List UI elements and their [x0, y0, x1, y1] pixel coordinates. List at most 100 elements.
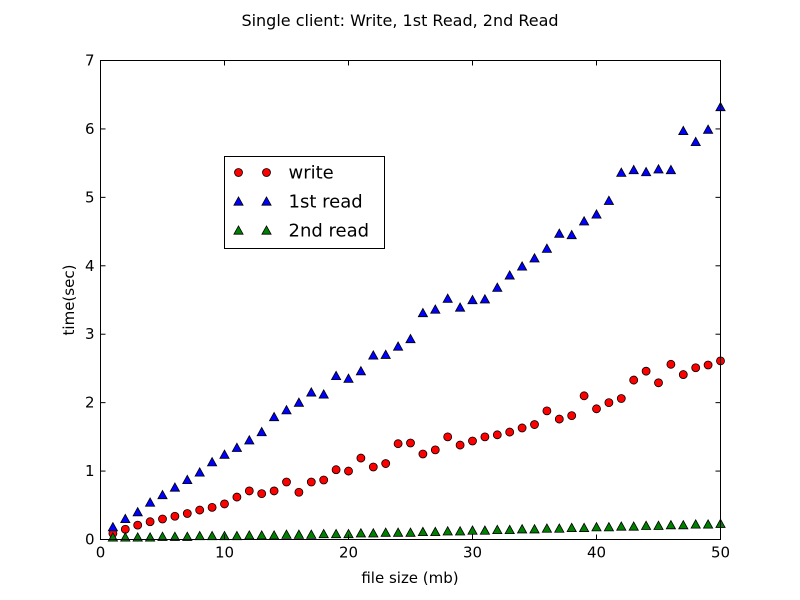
data-point [616, 167, 627, 177]
data-point [231, 530, 243, 541]
data-point [356, 453, 366, 463]
data-point [690, 519, 701, 529]
data-point [629, 375, 639, 385]
data-point [454, 525, 466, 536]
data-point [182, 474, 193, 485]
data-point [529, 523, 540, 534]
data-point [591, 521, 602, 532]
data-point [418, 449, 428, 459]
data-point [592, 404, 601, 414]
data-point [554, 228, 565, 238]
data-point [244, 529, 255, 540]
data-point [541, 243, 553, 253]
data-point [467, 294, 478, 305]
y-tick-label: 3 [85, 325, 95, 343]
data-point [492, 430, 502, 440]
data-point [380, 527, 391, 537]
data-point [330, 370, 342, 381]
data-point [282, 477, 291, 487]
data-point [281, 404, 292, 415]
data-point [157, 531, 168, 541]
data-point [430, 445, 440, 455]
data-point [207, 502, 217, 512]
data-point [578, 215, 590, 226]
data-point [468, 436, 477, 446]
data-point [306, 386, 317, 397]
legend-marker [262, 168, 271, 177]
data-point [678, 519, 689, 530]
data-point [169, 531, 181, 541]
data-point [281, 529, 292, 539]
data-point [703, 360, 713, 370]
data-point [306, 529, 317, 539]
data-point [504, 269, 515, 280]
data-point [530, 420, 539, 429]
data-point [702, 124, 714, 134]
data-point [542, 406, 552, 416]
data-point [678, 370, 688, 379]
data-point [318, 389, 329, 399]
data-point [554, 414, 564, 424]
data-point [566, 522, 577, 532]
data-point [133, 520, 143, 530]
data-point [256, 426, 267, 437]
data-point [194, 467, 205, 477]
data-point [665, 164, 677, 175]
data-point [293, 397, 305, 407]
data-point [256, 529, 267, 540]
data-point [604, 398, 614, 408]
data-point [492, 524, 503, 534]
y-tick-label: 4 [85, 257, 95, 275]
data-point [666, 359, 676, 369]
data-point [603, 195, 615, 205]
data-point [368, 350, 379, 360]
data-point [231, 442, 243, 452]
data-point [641, 366, 651, 376]
data-point [170, 511, 180, 521]
data-point [691, 363, 701, 373]
data-point [454, 302, 466, 312]
data-point [293, 529, 305, 539]
data-point [368, 462, 378, 472]
data-point [640, 520, 652, 530]
data-point [220, 499, 229, 509]
data-point [591, 209, 602, 219]
data-point [442, 525, 453, 536]
data-point [455, 440, 465, 450]
data-point [206, 530, 218, 541]
data-point [206, 456, 218, 467]
y-tick-label: 5 [85, 188, 95, 206]
y-tick-label: 2 [85, 394, 95, 412]
legend-marker [234, 168, 243, 177]
legend-item: write [234, 163, 334, 184]
data-point [653, 163, 664, 174]
data-point [157, 489, 168, 500]
data-point [393, 439, 403, 449]
data-point [380, 349, 391, 359]
series-write [108, 356, 725, 538]
data-point [628, 521, 639, 531]
data-point [269, 486, 279, 496]
data-point [144, 497, 156, 507]
data-point [505, 427, 515, 437]
data-point [653, 520, 664, 530]
y-tick-label: 6 [85, 120, 95, 138]
data-point [516, 261, 528, 271]
data-point [355, 527, 367, 538]
data-point [169, 482, 181, 492]
x-tick-label: 50 [711, 544, 730, 562]
x-tick-label: 40 [587, 544, 606, 562]
data-point [690, 136, 701, 147]
data-point [541, 523, 553, 533]
legend-label: write [289, 163, 334, 184]
data-point [344, 466, 353, 476]
data-point [405, 333, 416, 344]
x-tick-label: 10 [215, 544, 234, 562]
data-point [517, 423, 527, 433]
data-point [355, 365, 367, 376]
data-point [244, 434, 255, 445]
data-point [368, 527, 379, 538]
chart-title: Single client: Write, 1st Read, 2nd Read [241, 11, 558, 30]
data-point [702, 519, 714, 529]
data-point [294, 487, 304, 497]
